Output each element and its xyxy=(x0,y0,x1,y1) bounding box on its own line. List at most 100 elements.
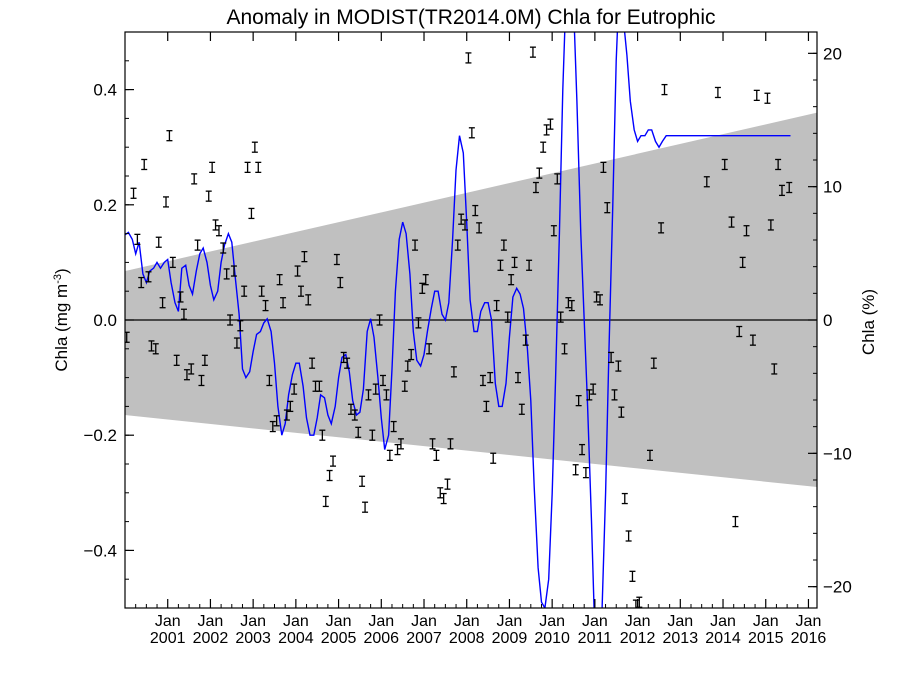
data-point xyxy=(390,420,397,433)
x-tick-month-label: Jan xyxy=(198,613,224,630)
x-tick-month-label: Jan xyxy=(411,613,437,630)
data-point xyxy=(194,239,201,251)
y-tick-label: 0.0 xyxy=(93,311,117,330)
data-point xyxy=(465,52,472,64)
x-tick-month-label: Jan xyxy=(283,613,309,630)
data-point xyxy=(273,415,280,427)
data-point xyxy=(572,464,579,476)
data-point xyxy=(404,360,411,372)
data-point xyxy=(511,256,518,269)
x-tick-month-label: Jan xyxy=(497,613,523,630)
data-point xyxy=(444,478,451,490)
data-point xyxy=(604,202,611,214)
data-point xyxy=(771,363,778,375)
data-point xyxy=(223,268,230,280)
data-point xyxy=(764,92,771,104)
x-tick-year-label: 2014 xyxy=(705,630,741,647)
data-point xyxy=(152,343,159,355)
data-point xyxy=(611,389,618,401)
data-point xyxy=(344,357,351,369)
data-point xyxy=(743,225,750,237)
data-point xyxy=(554,173,561,185)
data-point xyxy=(276,274,283,286)
data-point xyxy=(483,400,490,413)
uncertainty-band xyxy=(125,112,817,488)
data-point xyxy=(593,291,600,303)
data-point xyxy=(522,334,529,346)
data-point xyxy=(703,176,710,188)
data-point xyxy=(518,403,525,415)
data-point xyxy=(220,242,227,254)
data-point xyxy=(326,469,333,482)
data-point xyxy=(340,351,347,364)
y-tick-label: 0.4 xyxy=(93,81,117,100)
data-point xyxy=(227,314,234,326)
data-point xyxy=(433,449,440,462)
data-point xyxy=(597,294,604,306)
data-point xyxy=(550,225,557,237)
x-tick-month-label: Jan xyxy=(796,613,822,630)
data-point xyxy=(359,475,366,487)
data-point xyxy=(322,495,329,508)
data-point xyxy=(362,501,369,513)
data-point xyxy=(155,236,162,248)
x-tick-month-label: Jan xyxy=(326,613,352,630)
data-points-layer xyxy=(125,46,793,608)
data-point xyxy=(319,429,326,441)
data-point xyxy=(586,389,593,401)
data-point xyxy=(476,222,483,234)
x-tick-year-label: 2011 xyxy=(578,630,613,647)
data-point xyxy=(205,190,212,202)
data-point xyxy=(159,297,166,309)
data-point xyxy=(658,222,665,234)
data-point xyxy=(661,83,668,96)
x-tick-year-label: 2008 xyxy=(449,630,485,647)
x-tick-month-label: Jan xyxy=(240,613,266,630)
x-tick-month-label: Jan xyxy=(753,613,779,630)
data-point xyxy=(141,158,148,171)
y-axis-label-main: Chla (mg m xyxy=(52,284,71,372)
data-point xyxy=(600,161,607,174)
data-point xyxy=(173,354,180,366)
data-point xyxy=(241,285,248,297)
data-point xyxy=(714,86,721,99)
data-point xyxy=(237,320,244,332)
data-point xyxy=(262,299,269,312)
data-point xyxy=(561,343,568,355)
trend-line-layer xyxy=(125,32,791,608)
x-tick-year-label: 2009 xyxy=(492,630,528,647)
data-point xyxy=(408,348,415,361)
data-point xyxy=(458,213,465,225)
data-point xyxy=(536,167,543,179)
data-point xyxy=(376,314,383,326)
data-point xyxy=(198,374,205,387)
data-point xyxy=(426,343,433,355)
data-point xyxy=(543,124,550,136)
data-point xyxy=(767,219,774,231)
data-point xyxy=(180,308,187,320)
data-point xyxy=(557,311,564,323)
data-point xyxy=(305,294,312,306)
data-point xyxy=(316,380,323,392)
data-point xyxy=(749,334,756,346)
y2-tick-label: 10 xyxy=(823,178,842,197)
data-point xyxy=(526,259,533,271)
x-tick-month-label: Jan xyxy=(368,613,394,630)
y-axis-label: Chla (mg m-3) xyxy=(52,268,71,371)
data-point xyxy=(775,158,782,171)
data-point xyxy=(582,466,589,479)
data-point xyxy=(372,383,379,395)
uncertainty-band-layer xyxy=(125,112,817,488)
data-point xyxy=(732,515,739,528)
y2-tick-label: 0 xyxy=(823,311,832,330)
data-point xyxy=(629,570,636,582)
data-point xyxy=(508,274,515,286)
y2-tick-label: −10 xyxy=(823,444,852,463)
trend-line xyxy=(125,32,791,608)
data-point xyxy=(258,285,265,297)
data-point xyxy=(472,204,479,217)
data-point xyxy=(422,274,429,286)
data-point xyxy=(169,256,176,269)
data-point xyxy=(721,158,728,171)
